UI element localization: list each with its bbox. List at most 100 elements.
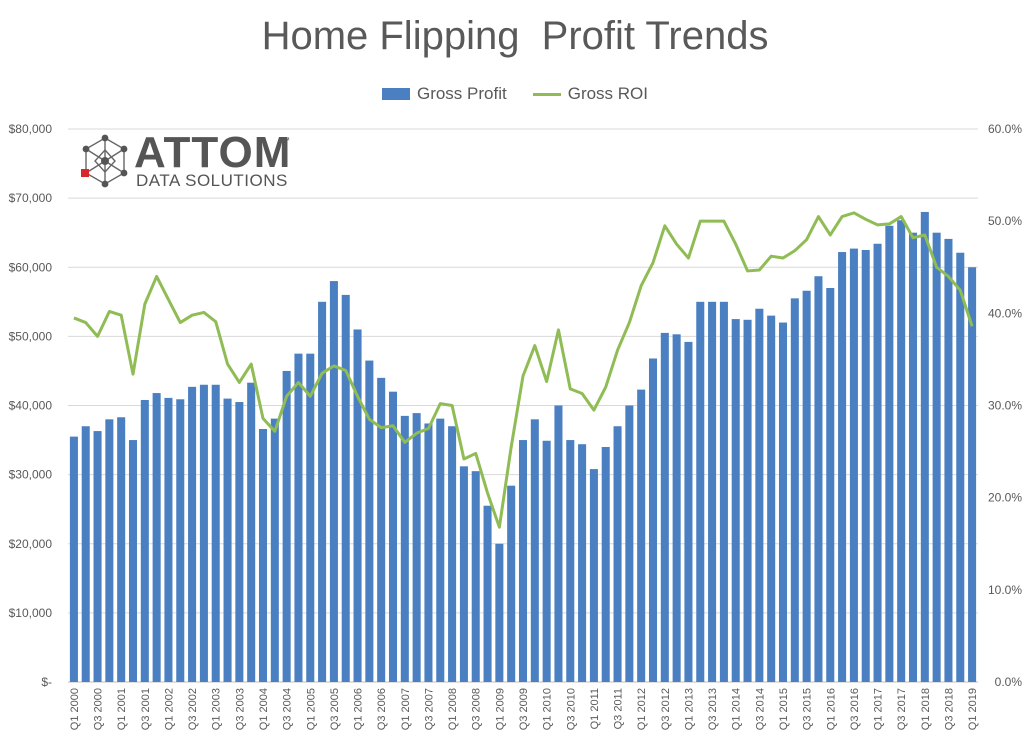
- bar: [176, 399, 185, 682]
- bar: [578, 444, 587, 682]
- bar: [849, 248, 858, 682]
- x-tick-label: Q1 2004: [258, 688, 270, 730]
- y2-tick-label: 40.0%: [988, 306, 1022, 320]
- legend-bar-swatch: [381, 88, 410, 100]
- y-tick-label: $10,000: [9, 606, 53, 620]
- y2-tick-label: 20.0%: [988, 491, 1022, 505]
- y-tick-label: $80,000: [9, 122, 53, 136]
- roi-line: [73, 211, 974, 529]
- legend-label-gross-profit: Gross Profit: [416, 84, 507, 103]
- x-tick-label: Q3 2000: [93, 688, 105, 730]
- bar: [318, 301, 327, 682]
- x-tick-label: Q1 2019: [967, 688, 979, 730]
- bar: [152, 393, 161, 682]
- bar: [471, 471, 480, 682]
- logo-brand: ATTOM: [134, 128, 292, 177]
- bar: [518, 440, 528, 682]
- y2-tick-label: 10.0%: [988, 583, 1022, 597]
- bar: [672, 334, 681, 682]
- bar: [767, 315, 776, 682]
- bar: [625, 405, 634, 682]
- x-tick-label: Q1 2008: [447, 688, 459, 730]
- x-tick-label: Q1 2007: [400, 688, 412, 730]
- bar: [601, 446, 610, 682]
- bar: [436, 418, 445, 682]
- bar: [199, 384, 208, 682]
- x-tick-label: Q3 2006: [376, 688, 388, 730]
- bar: [341, 294, 350, 682]
- bar: [554, 405, 563, 682]
- bar: [790, 298, 799, 682]
- bar: [637, 389, 646, 682]
- x-tick-label: Q3 2004: [282, 688, 294, 730]
- bar: [542, 440, 551, 682]
- x-tick-label: Q1 2016: [825, 688, 837, 730]
- bar: [294, 353, 303, 682]
- x-tick-label: Q3 2017: [896, 688, 908, 730]
- bar: [708, 301, 717, 682]
- x-tick-label: Q1 2001: [116, 688, 128, 730]
- bar: [483, 505, 492, 682]
- x-tick-label: Q3 2010: [565, 688, 577, 730]
- bar: [684, 341, 693, 682]
- y-tick-label: $60,000: [9, 260, 53, 274]
- x-tick-label: Q1 2018: [920, 688, 932, 730]
- bar: [282, 370, 291, 682]
- x-tick-label: Q3 2015: [802, 688, 814, 730]
- x-tick-label: Q1 2017: [873, 688, 885, 730]
- legend: Gross Profit Gross ROI: [0, 84, 1030, 104]
- y2-tick-label: 60.0%: [988, 122, 1022, 136]
- bar: [589, 469, 598, 682]
- bar: [448, 426, 457, 682]
- bar: [968, 267, 977, 682]
- x-tick-label: Q3 2018: [943, 688, 955, 730]
- bar: [69, 436, 78, 682]
- x-tick-label: Q3 2012: [660, 688, 672, 730]
- x-tick-label: Q3 2003: [234, 688, 246, 730]
- legend-line-swatch: [532, 92, 561, 96]
- x-tick-label: Q1 2011: [589, 688, 601, 729]
- y2-tick-label: 0.0%: [995, 675, 1023, 689]
- x-tick-label: Q1 2006: [353, 688, 365, 730]
- bar: [353, 329, 362, 682]
- bar: [459, 466, 468, 682]
- bar: [566, 440, 575, 682]
- bar: [648, 358, 658, 682]
- bar: [211, 384, 220, 682]
- attom-logo: ATTOM ™ DATA SOLUTIONS: [80, 128, 300, 192]
- bar: [908, 232, 918, 682]
- x-tick-label: Q1 2000: [69, 688, 81, 730]
- chart-title: Home Flipping Profit Trends: [261, 14, 769, 58]
- bar: [235, 402, 244, 682]
- legend-item-gross-profit: Gross Profit: [381, 84, 507, 104]
- x-tick-label: Q1 2014: [731, 688, 743, 730]
- bar: [140, 399, 149, 682]
- bar: [377, 377, 386, 682]
- x-tick-label: Q1 2005: [305, 688, 317, 730]
- bar: [826, 287, 835, 682]
- bar: [920, 211, 929, 682]
- x-tick-label: Q1 2003: [211, 688, 223, 730]
- x-tick-label: Q3 2005: [329, 688, 341, 730]
- x-tick-label: Q1 2009: [494, 688, 506, 730]
- bar: [81, 426, 90, 682]
- bar: [755, 308, 764, 682]
- y-tick-label: $-: [41, 675, 52, 689]
- y-tick-label: $50,000: [9, 329, 53, 343]
- bar: [507, 485, 516, 682]
- x-tick-label: Q1 2015: [778, 688, 790, 730]
- y-tick-label: $20,000: [9, 537, 53, 551]
- y-tick-label: $30,000: [9, 468, 53, 482]
- bar: [93, 431, 102, 682]
- y2-tick-label: 30.0%: [988, 399, 1022, 413]
- bar: [247, 382, 256, 682]
- x-tick-label: Q3 2009: [518, 688, 530, 730]
- x-tick-label: Q1 2013: [683, 688, 695, 730]
- x-tick-label: Q1 2012: [636, 688, 648, 730]
- bar: [128, 440, 138, 682]
- bar: [188, 386, 197, 682]
- x-tick-label: Q3 2014: [754, 688, 766, 730]
- bar: [719, 301, 728, 682]
- bar: [778, 322, 788, 682]
- logo-subtitle: DATA SOLUTIONS: [136, 171, 288, 190]
